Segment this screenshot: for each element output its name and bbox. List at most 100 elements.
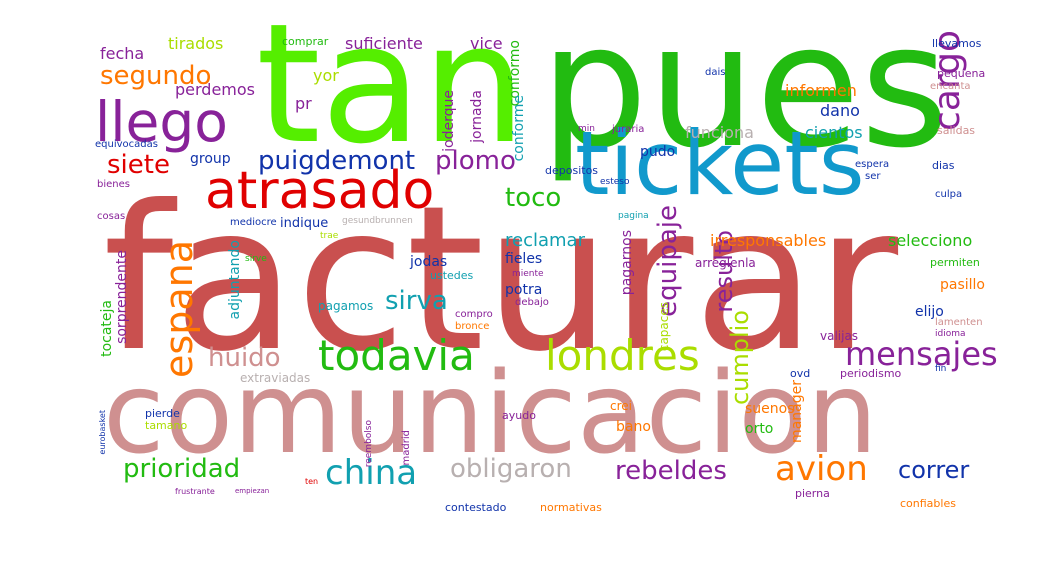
cloud-word: idioma [935,329,966,339]
cloud-word: suficiente [345,34,423,53]
cloud-word: crei [610,399,632,413]
cloud-word: periodismo [840,367,902,380]
cloud-word: depositos [545,164,599,177]
cloud-word: conforme [511,95,527,162]
cloud-word: pr [295,94,312,113]
cloud-word: dais [705,67,726,78]
cloud-word: tocateja [99,300,115,357]
cloud-word: ayudo [502,409,536,422]
cloud-word: equipaje [653,205,683,317]
cloud-word: ten [305,477,319,486]
cloud-word: extraviadas [240,371,311,385]
cloud-word: todavia [318,331,475,380]
cloud-word: pierde [145,407,180,420]
cloud-word: ovd [790,367,811,380]
cloud-word: salidas [937,124,976,137]
cloud-word: arreglenla [695,256,756,270]
cloud-word: toco [505,183,562,213]
cloud-word: elijo [915,304,944,320]
cloud-word: llevamos [932,37,982,50]
cloud-word: funciona [685,123,754,142]
cloud-word: dano [820,101,860,120]
cloud-word: suenos [745,401,795,417]
cloud-word: irresponsables [710,231,827,250]
cloud-word: avion [775,449,868,489]
cloud-word: londres [545,331,700,380]
cloud-word: plomo [435,146,516,176]
cloud-word: prioridad [123,454,241,484]
cloud-word: selecciono [888,231,973,250]
cloud-word: fieles [505,251,543,267]
cloud-word: min [578,124,595,134]
cloud-word: puigdemont [258,146,416,176]
cloud-word: miente [512,269,544,279]
cloud-word: espana [157,240,201,378]
cloud-word: sirve [245,254,267,264]
cloud-word: permiten [930,256,980,269]
cloud-word: tirados [168,34,224,53]
cloud-word: mediocre [230,217,277,228]
cloud-word: normativas [540,501,602,514]
cloud-word: confiables [900,497,956,510]
cloud-word: potra [505,282,543,298]
cloud-word: facturar [103,163,899,396]
cloud-word: obligaron [450,454,572,484]
cloud-word: pierna [795,487,830,500]
cloud-word: tan [256,0,527,180]
cloud-word: indique [280,216,329,231]
cloud-word: cumplio [726,310,754,406]
cloud-word: segundo [100,61,212,91]
cloud-word: atrasado [205,161,435,221]
cloud-word: group [190,151,231,167]
cloud-word: debajo [515,297,549,308]
cloud-word: frustrante [175,487,215,496]
cloud-word: pudo [640,144,676,160]
cloud-word: jornada [469,90,485,143]
cloud-word: bienes [97,179,130,190]
cloud-word: china [325,453,418,493]
cloud-word: pues [540,0,949,186]
cloud-word: bronce [455,321,490,332]
cloud-word: gesundbrunnen [342,216,413,226]
cloud-word: empiezan [235,487,270,495]
cloud-word: correr [898,456,970,484]
cloud-word: jodas [410,254,448,270]
cloud-word: sirva [385,286,448,316]
cloud-word: yor [313,66,339,85]
cloud-word: espera [855,159,890,170]
cloud-word: huido [208,343,281,373]
cloud-word: cientos [805,123,863,142]
cloud-word: esteso [600,177,630,187]
cloud-word: madrid [401,430,412,466]
cloud-word: tamano [145,419,188,432]
cloud-word: pagamos [318,299,374,313]
cloud-word: equivocadas [95,139,158,150]
cloud-word: contestado [445,501,507,514]
cloud-word: orto [745,421,774,437]
cloud-word: reclamar [505,230,585,251]
cloud-word: joderque [441,90,457,152]
cloud-word: pagina [618,211,649,221]
cloud-word: bano [616,419,651,435]
cloud-word: informen [785,81,857,100]
cloud-word: juraria [612,124,645,135]
cloud-word: mensajes [845,335,998,373]
cloud-word: manager [789,380,805,443]
cloud-word: comprar [282,35,329,48]
cloud-word: pasillo [940,277,985,293]
cloud-word: cosas [97,211,126,222]
cloud-word: llego [95,90,228,154]
cloud-word: rebeldes [615,456,727,486]
cloud-word: dias [932,159,955,172]
cloud-word: ser [865,171,881,182]
cloud-word: trae [320,231,339,241]
cloud-word: ustedes [430,269,474,282]
cloud-word: compro [455,309,493,320]
cloud-word: siete [107,150,170,180]
cloud-word: culpa [935,189,963,200]
cloud-word: vice [470,34,503,53]
cloud-word: pagarnos [619,230,635,296]
cloud-word: sorprendente [114,250,130,344]
cloud-word: perdemos [175,80,256,99]
cloud-word: reembolso [364,420,374,468]
